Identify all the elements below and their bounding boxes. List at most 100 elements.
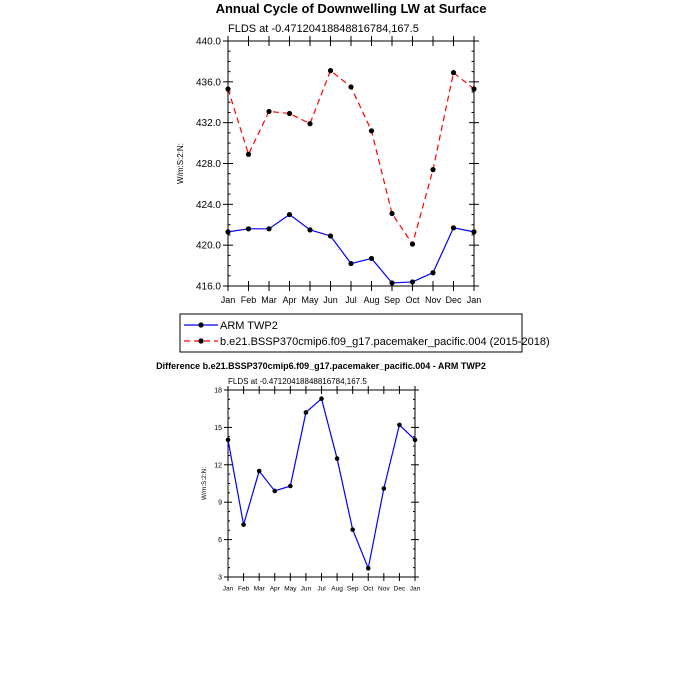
legend-entry: b.e21.BSSP370cmip6.f09_g17.pacemaker_pac… [220,336,550,348]
x-tick-label: Jan [223,586,234,593]
chart-title: Difference b.e21.BSSP370cmip6.f09_g17.pa… [156,361,486,371]
data-point [409,279,416,285]
data-point [256,468,262,474]
data-point [450,225,457,231]
series-line [227,397,416,571]
x-tick-label: Sep [384,295,400,305]
plot-frame [227,40,475,287]
x-tick-label: Jun [301,586,312,593]
data-point [350,527,355,532]
data-point [225,229,231,235]
y-tick-label: 15 [214,425,222,432]
x-tick-label: Jun [323,295,338,305]
data-point [245,151,252,157]
x-tick-label: Jul [345,295,357,305]
series-line [227,213,475,284]
y-tick-label: 428.0 [196,159,221,170]
data-point [430,167,436,173]
data-point [307,227,313,233]
data-point [266,226,272,232]
data-point [368,128,375,134]
data-point [241,522,246,527]
chart-subtitle: FLDS at -0.47120418848816784,167.5 [228,23,419,35]
x-tick-label: Nov [378,586,390,593]
x-tick-label: Aug [331,586,343,593]
data-point [389,210,395,217]
x-tick-label: Oct [405,295,420,305]
x-tick-label: Dec [445,295,462,305]
data-point [245,226,252,232]
y-tick-label: 440.0 [196,37,221,48]
x-tick-label: Oct [363,586,373,593]
series-1 [225,396,418,571]
data-point [303,410,309,415]
data-point [348,84,354,90]
y-axis-label: W/m:S:2:N: [201,467,208,500]
x-tick-label: Jan [467,295,482,305]
data-point [319,396,324,402]
data-point [450,70,457,76]
data-point [334,456,340,461]
data-point [368,255,375,262]
data-point [272,488,278,494]
x-tick-label: Jan [410,586,421,593]
data-point [389,280,395,286]
data-point [225,86,231,92]
data-point [409,241,416,247]
x-tick-label: Dec [394,586,406,593]
data-point [327,68,334,74]
x-tick-label: Mar [261,295,277,305]
x-tick-label: Jul [317,586,326,593]
y-tick-label: 12 [214,462,222,469]
y-tick-label: 6 [218,537,222,544]
data-point [225,437,231,443]
chart-title: Annual Cycle of Downwelling LW at Surfac… [216,1,487,16]
x-tick-label: May [284,586,297,593]
data-point [381,486,387,491]
data-point [365,565,371,571]
legend-box [179,313,523,353]
data-point [471,229,477,235]
data-point [307,121,313,127]
data-point [266,108,272,115]
y-tick-label: 420.0 [196,241,221,252]
y-axis-label: W/m:S:2:N: [176,143,185,184]
y-tick-label: 424.0 [196,200,221,211]
x-tick-label: Apr [270,586,281,593]
x-tick-label: Feb [238,586,250,593]
y-tick-label: 18 [214,387,222,394]
series-1 [225,211,477,286]
legend-marker [198,322,204,328]
y-tick-label: 432.0 [196,118,221,129]
data-point [348,260,354,267]
y-tick-label: 416.0 [196,282,221,293]
chart-2: Difference b.e21.BSSP370cmip6.f09_g17.pa… [156,361,486,593]
y-tick-label: 9 [218,500,222,507]
data-point [430,270,436,276]
legend: ARM TWP2 b.e21.BSSP370cmip6.f09_g17.pacem… [179,313,550,353]
series-2 [225,68,477,247]
legend-marker [198,338,204,344]
legend-entry: ARM TWP2 [220,320,278,332]
data-point [327,233,334,239]
x-tick-label: Feb [241,295,257,305]
data-point [288,483,293,489]
data-point [412,437,418,443]
y-tick-label: 436.0 [196,77,221,88]
x-tick-label: Apr [282,295,296,305]
x-tick-label: Mar [254,586,266,593]
x-tick-label: Sep [347,586,359,593]
data-point [397,422,402,428]
data-point [471,86,477,92]
chart-subtitle: FLDS at -0.47120418848816784,167.5 [228,377,367,386]
x-tick-label: Nov [425,295,442,305]
y-tick-label: 3 [218,574,222,581]
data-point [286,211,293,218]
x-tick-label: May [301,295,319,305]
x-tick-label: Aug [363,295,379,305]
series-line [227,69,475,246]
data-point [286,110,293,117]
chart-1: Annual Cycle of Downwelling LW at Surfac… [176,1,550,353]
x-tick-label: Jan [221,295,236,305]
